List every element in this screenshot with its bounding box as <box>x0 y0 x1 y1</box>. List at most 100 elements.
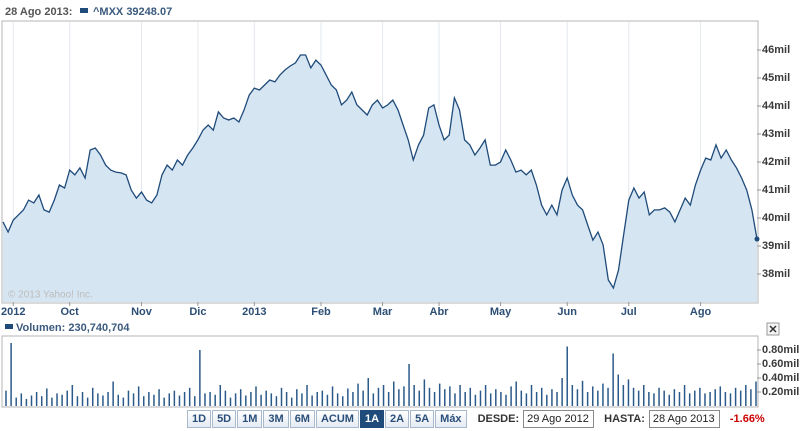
volume-bar <box>265 390 267 406</box>
volume-bar <box>239 389 242 406</box>
volume-bar <box>525 393 528 406</box>
volume-bar <box>540 387 543 406</box>
volume-bar <box>296 389 298 406</box>
volume-bar <box>97 393 99 406</box>
to-date[interactable]: 28 Ago 2013 <box>648 410 720 428</box>
volume-bar <box>597 390 599 406</box>
volume-bar <box>474 394 477 406</box>
volume-bar <box>586 392 589 406</box>
volume-bar <box>204 393 206 406</box>
range-button[interactable]: 5D <box>212 410 237 428</box>
volume-bar <box>607 387 609 406</box>
volume-bar <box>433 392 436 406</box>
y-tick-label: 44mil <box>762 100 790 112</box>
volume-bar <box>199 350 201 406</box>
volume-swatch <box>5 324 13 329</box>
volume-bar <box>321 390 324 406</box>
volume-bar <box>745 385 747 406</box>
volume-bar <box>137 386 140 406</box>
volume-bar <box>285 392 288 406</box>
volume-bar <box>520 390 523 406</box>
volume-bar <box>331 386 334 406</box>
volume-bar <box>5 390 7 406</box>
volume-bar <box>86 397 89 406</box>
x-tick-label: Abr <box>430 306 450 318</box>
volume-bar <box>398 389 400 406</box>
volume-bar <box>495 389 497 406</box>
volume-bar <box>571 385 574 406</box>
volume-bar <box>46 388 48 406</box>
volume-bar <box>413 385 415 406</box>
volume-bar <box>25 399 28 406</box>
volume-bar <box>158 389 160 406</box>
volume-bar <box>449 386 451 406</box>
volume-title: Volumen: 230,740,704 <box>16 322 130 334</box>
x-tick-label: Nov <box>131 306 153 318</box>
range-button[interactable]: 1D <box>187 410 212 428</box>
volume-bar <box>316 392 318 406</box>
volume-bar <box>617 374 619 406</box>
x-tick-label: Oct <box>61 306 80 318</box>
range-buttons: 1D 5D 1M 3M 6M ACUM 1A 2A 5A Máx <box>187 410 468 428</box>
volume-bar <box>290 397 293 406</box>
volume-bar <box>377 387 380 406</box>
volume-bar <box>423 379 426 406</box>
from-label: DESDE: <box>477 413 520 425</box>
volume-bar <box>750 389 752 406</box>
volume-bar <box>632 387 635 406</box>
range-button[interactable]: 6M <box>289 410 315 428</box>
volume-bar <box>403 386 405 406</box>
close-button[interactable] <box>766 322 780 336</box>
volume-bar <box>132 393 135 406</box>
volume-bar <box>76 396 79 406</box>
volume-bar <box>245 395 247 406</box>
from-date[interactable]: 29 Ago 2012 <box>523 410 595 428</box>
volume-bar <box>30 395 33 406</box>
volume-bar <box>643 385 645 406</box>
y-tick-label: 45mil <box>762 72 790 84</box>
volume-bar <box>194 396 196 406</box>
volume-bar <box>704 393 706 406</box>
range-button[interactable]: 3M <box>263 410 289 428</box>
volume-bar <box>556 392 558 406</box>
volume-bar <box>91 387 94 406</box>
range-button[interactable]: 1M <box>237 410 263 428</box>
volume-bar <box>209 392 211 406</box>
range-button[interactable]: 5A <box>410 410 435 428</box>
range-button[interactable]: 2A <box>385 410 410 428</box>
volume-frame <box>1 335 759 408</box>
x-tick-label: May <box>490 306 512 318</box>
x-tick-label: Mar <box>373 306 393 318</box>
volume-bar <box>387 392 390 406</box>
volume-bar <box>489 393 492 406</box>
volume-bar <box>275 396 278 406</box>
volume-bar <box>347 388 349 406</box>
volume-bar <box>81 392 84 406</box>
range-button[interactable]: 1A <box>359 410 385 428</box>
volume-bar <box>229 397 232 406</box>
volume-bar <box>469 387 472 406</box>
price-line <box>2 54 758 290</box>
to-label: HASTA: <box>604 413 645 425</box>
volume-bar <box>678 392 681 406</box>
x-tick-label: Jul <box>621 306 637 318</box>
volume-bar <box>188 387 191 406</box>
range-button[interactable]: Máx <box>435 410 467 428</box>
y-tick-label: 0.40mil <box>762 372 799 384</box>
last-point <box>754 236 760 242</box>
volume-bar <box>535 392 538 406</box>
volume-bar <box>673 389 676 406</box>
volume-bar <box>627 379 630 406</box>
header-date: 28 Ago 2013: <box>5 6 72 18</box>
volume-bar <box>352 392 354 406</box>
volume-bar <box>250 392 252 406</box>
volume-bar <box>20 393 23 406</box>
volume-bar <box>61 394 63 406</box>
y-tick-label: 40mil <box>762 212 790 224</box>
volume-bar <box>428 387 431 406</box>
y-tick-label: 39mil <box>762 240 790 252</box>
range-button[interactable]: ACUM <box>315 410 359 428</box>
volume-bar <box>341 396 344 406</box>
